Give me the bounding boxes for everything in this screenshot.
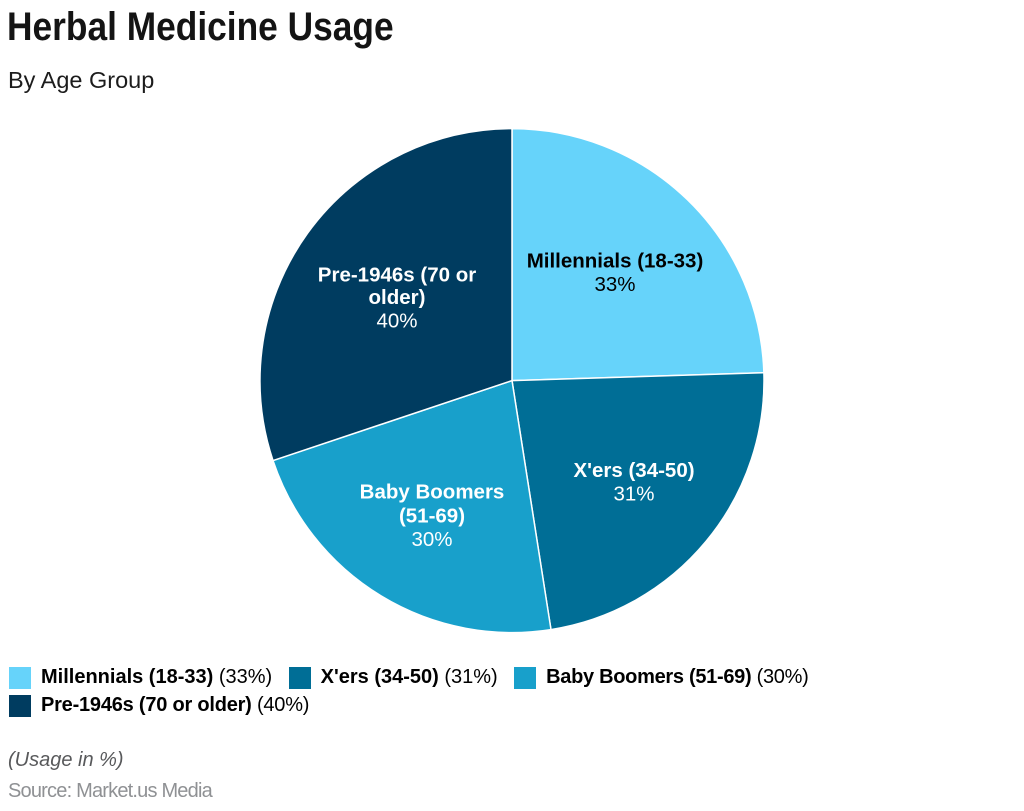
svg-text:Baby Boomers: Baby Boomers xyxy=(360,481,505,504)
svg-text:Pre-1946s (70 or: Pre-1946s (70 or xyxy=(318,263,476,286)
svg-text:X'ers (34-50): X'ers (34-50) xyxy=(573,459,694,482)
svg-text:30%: 30% xyxy=(411,528,452,551)
svg-text:40%: 40% xyxy=(376,309,417,332)
svg-text:(51-69): (51-69) xyxy=(399,504,465,527)
svg-text:31%: 31% xyxy=(613,483,654,506)
svg-text:older): older) xyxy=(369,286,426,309)
svg-text:33%: 33% xyxy=(594,273,635,296)
svg-text:Millennials (18-33): Millennials (18-33) xyxy=(527,250,704,273)
